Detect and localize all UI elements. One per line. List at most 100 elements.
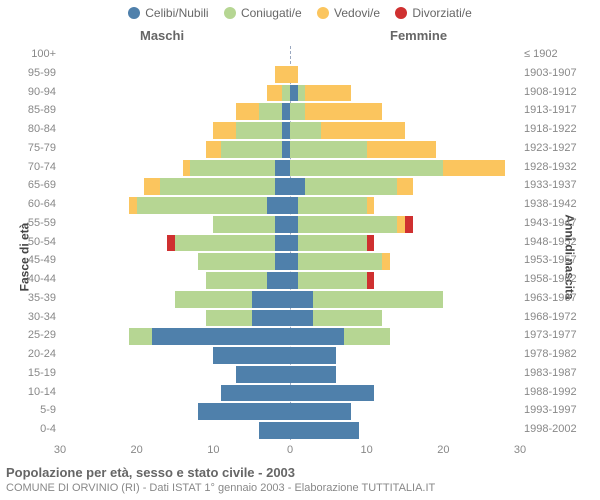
bar-seg [290,310,313,327]
birth-tick: ≤ 1902 [524,48,580,60]
bar-seg [221,141,282,158]
bar-seg [213,216,274,233]
bar-seg [221,385,290,402]
birth-tick: 1938-1942 [524,198,580,210]
birth-tick: 1958-1962 [524,273,580,285]
age-tick: 10-14 [18,386,56,398]
birth-tick: 1988-1992 [524,386,580,398]
bar-seg [298,85,306,102]
bar-seg [282,85,290,102]
bar-seg [282,141,290,158]
female-bar [290,291,520,308]
bar-seg [275,235,290,252]
chart-footer: Popolazione per età, sesso e stato civil… [6,465,594,494]
birth-tick: 1968-1972 [524,311,580,323]
male-bar [60,66,290,83]
bar-seg [313,291,443,308]
bar-row: 55-591943-1947 [60,215,520,234]
age-tick: 5-9 [18,404,56,416]
age-tick: 40-44 [18,273,56,285]
bar-seg [129,197,137,214]
bar-seg [298,235,367,252]
bar-row: 35-391963-1967 [60,290,520,309]
bar-seg [183,160,191,177]
bar-seg [382,253,390,270]
birth-tick: 1928-1932 [524,161,580,173]
bar-seg [206,272,267,289]
female-bar [290,347,520,364]
bar-row: 10-141988-1992 [60,384,520,403]
bar-seg [305,178,397,195]
age-tick: 85-89 [18,104,56,116]
bar-seg [198,253,275,270]
x-axis-ticks: 3020100102030 [60,444,520,458]
chart-subtitle: COMUNE DI ORVINIO (RI) - Dati ISTAT 1° g… [6,482,594,494]
bar-seg [367,197,375,214]
male-bar [60,47,290,64]
bar-row: 75-791923-1927 [60,140,520,159]
age-tick: 70-74 [18,161,56,173]
bar-row: 80-841918-1922 [60,121,520,140]
birth-tick: 1933-1937 [524,179,580,191]
legend-label: Coniugati/e [241,6,302,20]
birth-tick: 1973-1977 [524,329,580,341]
legend-item-divorziati: Divorziati/e [395,6,471,20]
bar-seg [298,272,367,289]
bar-seg [290,66,298,83]
birth-tick: 1923-1927 [524,142,580,154]
female-bar [290,422,520,439]
bar-seg [397,178,412,195]
female-bar [290,235,520,252]
birth-tick: 1963-1967 [524,292,580,304]
bar-seg [290,178,305,195]
bar-row: 95-991903-1907 [60,65,520,84]
female-bar [290,403,520,420]
bar-seg [290,403,351,420]
birth-tick: 1948-1952 [524,236,580,248]
female-bar [290,385,520,402]
bar-seg [275,66,290,83]
birth-tick: 1953-1957 [524,254,580,266]
bar-seg [298,253,382,270]
bar-seg [290,253,298,270]
bar-seg [290,216,298,233]
female-bar [290,85,520,102]
bar-seg [167,235,175,252]
bar-row: 65-691933-1937 [60,177,520,196]
male-bar [60,422,290,439]
female-bar [290,160,520,177]
bar-row: 90-941908-1912 [60,84,520,103]
legend-swatch-celibi [128,7,140,19]
age-tick: 25-29 [18,329,56,341]
legend-swatch-coniugati [224,7,236,19]
male-bar [60,310,290,327]
bar-seg [259,422,290,439]
age-tick: 55-59 [18,217,56,229]
plot-area: 3020100102030 100+≤ 190295-991903-190790… [60,46,520,440]
bar-seg [290,85,298,102]
bar-seg [313,310,382,327]
bar-seg [290,103,305,120]
male-bar [60,178,290,195]
bar-seg [275,216,290,233]
bar-row: 0-41998-2002 [60,421,520,440]
male-bar [60,141,290,158]
legend: Celibi/Nubili Coniugati/e Vedovi/e Divor… [0,6,600,22]
bar-seg [290,328,344,345]
x-tick: 20 [437,444,449,456]
female-bar [290,253,520,270]
male-bar [60,347,290,364]
bar-seg [344,328,390,345]
birth-tick: 1978-1982 [524,348,580,360]
legend-label: Divorziati/e [412,6,471,20]
age-tick: 0-4 [18,423,56,435]
birth-tick: 1943-1947 [524,217,580,229]
bar-seg [367,272,375,289]
male-bar [60,235,290,252]
birth-tick: 1998-2002 [524,423,580,435]
bar-row: 15-191983-1987 [60,365,520,384]
bar-seg [206,141,221,158]
female-bar [290,272,520,289]
bar-row: 70-741928-1932 [60,159,520,178]
bar-seg [137,197,267,214]
